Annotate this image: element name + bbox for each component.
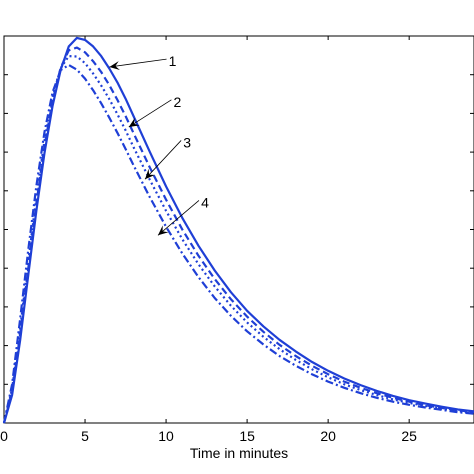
- series-line-4: [2, 63, 474, 424]
- annotation-label: 3: [183, 134, 191, 150]
- y-axis-ticks: [4, 35, 474, 385]
- annotation-leader-line: [157, 200, 200, 236]
- x-tick-label: 5: [81, 428, 89, 444]
- x-axis-label: Time in minutes: [190, 445, 288, 461]
- annotation-leader-line: [109, 58, 167, 68]
- plot-area: [3, 35, 474, 424]
- x-tick-label: 10: [158, 428, 174, 444]
- x-axis-ticks: 0 5 10 15 20 25: [0, 36, 417, 444]
- annotation-arrowhead: [128, 117, 140, 127]
- x-tick-label: 15: [239, 428, 255, 444]
- series-line-1: [2, 36, 474, 424]
- annotation-leader-line: [144, 140, 182, 180]
- series-layer: [2, 36, 474, 424]
- annotation-arrowhead: [109, 61, 120, 71]
- x-tick-label: 20: [320, 428, 336, 444]
- annotation-leader-line: [128, 99, 172, 128]
- x-tick-label: 25: [401, 428, 417, 444]
- annotation-arrowhead: [145, 168, 156, 180]
- annotation-layer: 1 2 3 4: [109, 53, 209, 236]
- annotation-label: 1: [169, 53, 177, 69]
- annotation-label: 4: [201, 194, 209, 210]
- annotation-label: 2: [174, 94, 182, 110]
- x-tick-label: 0: [0, 428, 8, 444]
- annotation-arrowhead: [157, 225, 169, 236]
